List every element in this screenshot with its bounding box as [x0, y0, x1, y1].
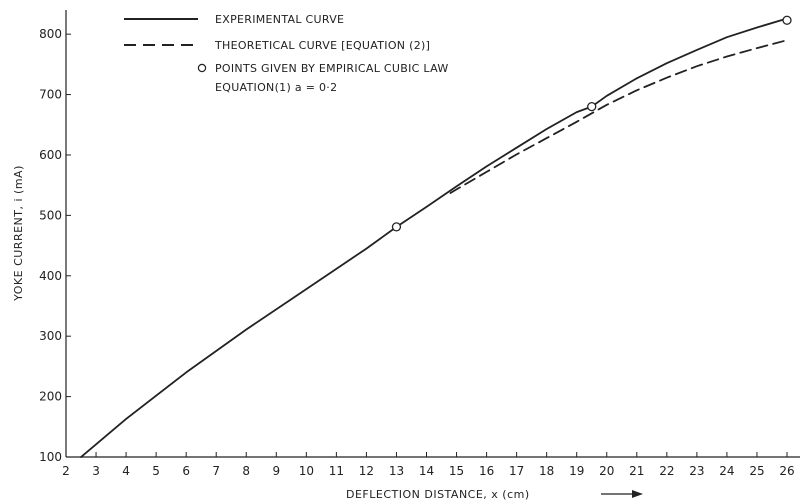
x-tick-label: 26: [779, 464, 794, 478]
x-tick-label: 17: [509, 464, 524, 478]
y-tick-label: 400: [39, 269, 62, 283]
legend-label-equation: EQUATION(1) a = 0·2: [215, 81, 337, 94]
y-tick-label: 300: [39, 329, 62, 343]
x-tick-label: 24: [719, 464, 734, 478]
plot-layer: [80, 15, 792, 458]
y-tick-label: 200: [39, 390, 62, 404]
x-tick-label: 7: [212, 464, 220, 478]
x-tick-label: 16: [479, 464, 494, 478]
x-tick-label: 25: [749, 464, 764, 478]
y-tick-label: 500: [39, 208, 62, 222]
x-tick-label: 4: [122, 464, 130, 478]
axes: [65, 10, 800, 458]
legend-label-theoretical: THEORETICAL CURVE [EQUATION (2)]: [214, 39, 430, 52]
x-tick-label: 14: [419, 464, 434, 478]
legend-marker-swatch: [197, 63, 207, 73]
empirical-point-marker: [587, 101, 597, 112]
x-axis-arrow: [601, 490, 643, 498]
x-tick-label: 9: [272, 464, 280, 478]
x-tick-label: 22: [659, 464, 674, 478]
y-tick-label: 700: [39, 88, 62, 102]
x-tick-label: 12: [359, 464, 374, 478]
x-tick-label: 2: [62, 464, 70, 478]
x-tick-label: 23: [689, 464, 704, 478]
x-tick-label: 13: [389, 464, 404, 478]
x-tick-label: 18: [539, 464, 554, 478]
x-tick-label: 3: [92, 464, 100, 478]
empirical-point-marker: [391, 222, 402, 232]
legend-label-experimental: EXPERIMENTAL CURVE: [215, 13, 344, 26]
empirical-point-marker: [782, 15, 792, 25]
x-tick-label: 19: [569, 464, 584, 478]
x-tick-label: 10: [299, 464, 314, 478]
x-axis-title: DEFLECTION DISTANCE, x (cm): [346, 488, 530, 501]
x-tick-label: 11: [329, 464, 344, 478]
x-tick-label: 5: [152, 464, 160, 478]
legend: EXPERIMENTAL CURVE THEORETICAL CURVE [EQ…: [124, 13, 449, 94]
x-tick-label: 20: [599, 464, 614, 478]
y-tick-label: 800: [39, 27, 62, 41]
x-ticks: 2 3 4 5 6 7 8 9 10 11 12 13 14 15 16 17 18 19 20 21 22 23 24 25…: [62, 452, 795, 478]
x-tick-label: 6: [182, 464, 190, 478]
x-tick-label: 15: [449, 464, 464, 478]
x-tick-label: 21: [629, 464, 644, 478]
y-tick-label: 100: [39, 450, 62, 464]
y-axis-title: YOKE CURRENT, i (mA): [12, 165, 25, 302]
theoretical-curve-line: [449, 39, 788, 194]
experimental-curve-line: [80, 17, 788, 458]
y-ticks: 100 200 300 400 500 600 700 800: [39, 27, 71, 464]
y-tick-label: 600: [39, 148, 62, 162]
legend-label-empirical: POINTS GIVEN BY EMPIRICAL CUBIC LAW: [215, 62, 449, 75]
x-tick-label: 8: [242, 464, 250, 478]
